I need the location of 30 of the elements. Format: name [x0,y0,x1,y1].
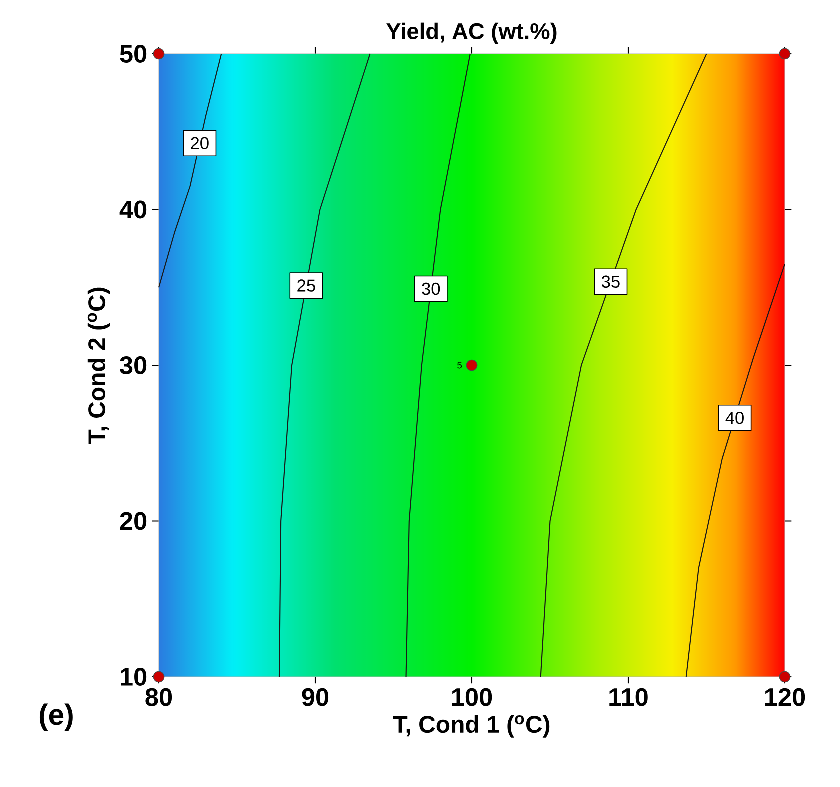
series-label: 30 [422,282,440,296]
point [153,48,165,60]
x-tick-label: 110 [610,688,648,706]
y-tick-label: 40 [120,200,147,219]
y-tick-label: 20 [120,512,147,530]
x-tick-label: 120 [765,688,806,706]
line-series [406,53,471,678]
line-series [686,264,786,678]
text: (e) [40,704,73,732]
x-axis-title: T, Cond 1 ($^{o}$C) [393,715,550,738]
y-axis-title: T, Cond 2 ($^{o}$C) [88,288,110,444]
series-label: 40 [726,412,744,424]
series-label: 25 [298,280,316,292]
annotation: 5 [458,362,462,369]
x-tick-label: 80 [146,688,172,706]
point [779,48,791,60]
line-series [540,53,708,678]
x-tick-label: 100 [452,688,492,706]
line-series [278,53,371,678]
series-label: 20 [191,137,209,150]
point [779,671,791,683]
y-tick-label: 50 [120,45,147,63]
chart-title: Yield, AC (wt.%) [386,22,557,44]
y-tick-label: 10 [121,668,147,686]
line-series [158,53,222,288]
series-label: 35 [602,276,620,288]
x-tick-label: 90 [302,688,329,706]
y-tick-label: 30 [120,356,147,374]
point [153,671,165,683]
point [466,360,478,372]
